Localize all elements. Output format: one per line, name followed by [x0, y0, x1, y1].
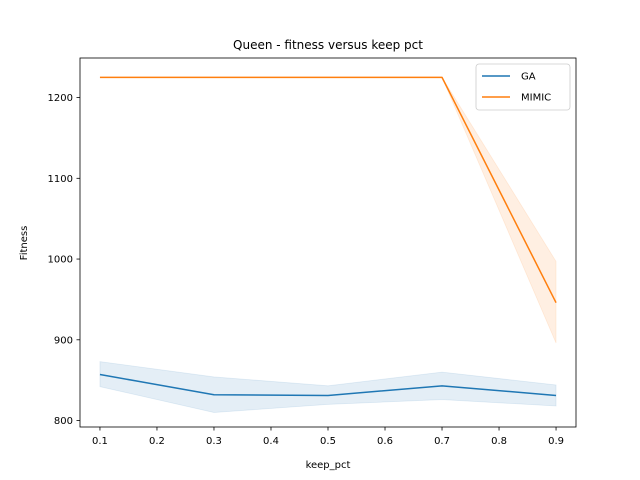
x-tick-label: 0.8 — [491, 436, 507, 447]
y-tick-label: 1200 — [48, 93, 73, 104]
x-tick-label: 0.5 — [320, 436, 336, 447]
x-tick-label: 0.7 — [434, 436, 450, 447]
x-tick-label: 0.3 — [206, 436, 222, 447]
x-tick-label: 0.4 — [263, 436, 279, 447]
y-axis-label: Fitness — [19, 226, 30, 261]
x-axis-label: keep_pct — [306, 460, 351, 471]
series-lines — [99, 76, 557, 397]
mimic-line — [99, 76, 557, 303]
x-tick-label: 0.2 — [149, 436, 165, 447]
legend: GA MIMIC — [475, 63, 571, 111]
y-axis-ticks: 800 900 1000 1100 1200 — [48, 93, 80, 427]
y-tick-label: 1000 — [48, 255, 73, 266]
y-tick-label: 800 — [54, 416, 73, 427]
x-tick-label: 0.9 — [548, 436, 564, 447]
ga-legend-label: GA — [521, 72, 536, 83]
ga-line — [99, 373, 557, 397]
x-tick-label: 0.1 — [92, 436, 108, 447]
y-tick-label: 1100 — [48, 174, 73, 185]
chart-title: Queen - fitness versus keep pct — [233, 38, 423, 52]
x-tick-label: 0.6 — [377, 436, 393, 447]
ga-confidence-band — [99, 361, 557, 413]
y-tick-label: 900 — [54, 335, 73, 346]
mimic-legend-label: MIMIC — [521, 93, 551, 104]
x-axis-ticks: 0.1 0.2 0.3 0.4 0.5 0.6 0.7 0.8 0.9 — [92, 427, 564, 447]
